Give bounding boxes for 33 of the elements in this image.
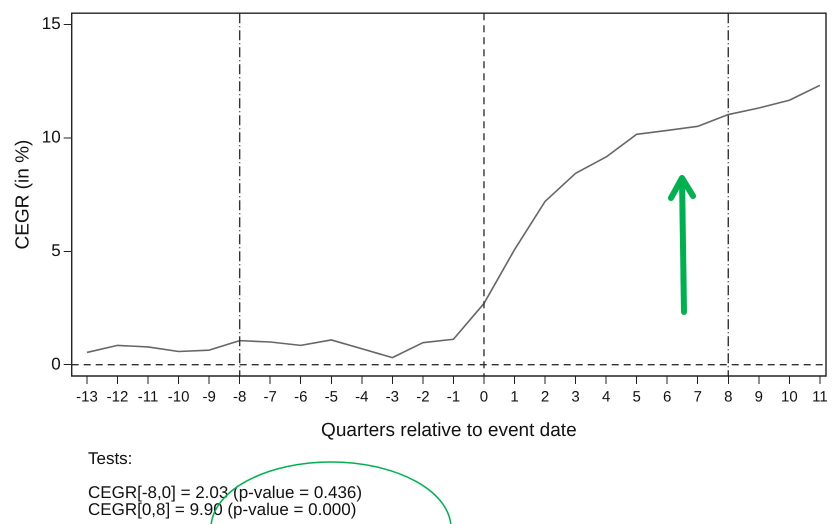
- text: Tests:: [88, 449, 134, 468]
- x-tick-label: 10: [781, 388, 798, 406]
- y-tick-label: 5: [51, 240, 61, 260]
- x-tick-label: 4: [602, 388, 610, 406]
- y-tick-label: 10: [42, 128, 61, 147]
- x-tick-label: 1: [510, 388, 519, 406]
- x-tick-label: 8: [724, 388, 732, 406]
- x-tick-label: -4: [355, 388, 368, 406]
- y-tick-label: 15: [42, 14, 61, 34]
- x-tick-label: 2: [540, 388, 550, 406]
- x-tick-label: -1: [446, 388, 460, 406]
- x-tick-label: 6: [663, 388, 672, 406]
- x-tick-label: 7: [694, 388, 702, 406]
- x-tick-label: -5: [324, 388, 338, 406]
- x-tick-label: -9: [202, 388, 216, 406]
- x-tick-label: 9: [754, 388, 763, 406]
- x-tick-label: -13: [76, 388, 98, 406]
- x-axis-title: Quarters relative to event date: [321, 420, 577, 441]
- x-tick-label: 11: [812, 388, 828, 406]
- x-tick-label: -2: [416, 388, 430, 406]
- text: CEGR[-8,0] = 2.03 (p-value = 0.436): [88, 483, 362, 502]
- x-tick-label: -8: [232, 388, 246, 406]
- x-tick-label: -7: [264, 388, 277, 406]
- y-axis-title: CEGR (in %): [12, 140, 34, 250]
- x-tick-label: 5: [632, 388, 641, 406]
- y-tick-label: 0: [51, 354, 61, 374]
- x-tick-label: 0: [480, 388, 488, 406]
- x-tick-label: 3: [571, 388, 580, 406]
- x-tick-label: -11: [138, 388, 158, 406]
- x-tick-label: -12: [106, 388, 128, 406]
- x-tick-label: -3: [386, 388, 400, 406]
- x-tick-label: -6: [294, 388, 308, 406]
- x-tick-label: -10: [168, 388, 190, 406]
